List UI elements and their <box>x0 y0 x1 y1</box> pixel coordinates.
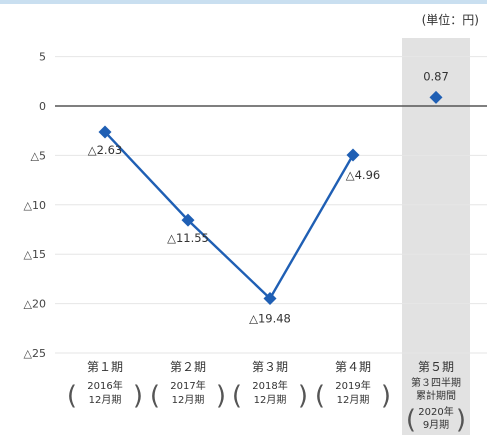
y-tick-label: △10 <box>24 199 46 212</box>
y-tick-label: △20 <box>24 298 46 311</box>
category-sub-label: 2020年 <box>418 405 453 418</box>
data-label: △4.96 <box>346 168 380 182</box>
category-sub-label: 2019年 <box>335 379 370 392</box>
bracket-left: ( <box>232 381 242 411</box>
category-label: 第５期 <box>418 360 454 374</box>
data-point-marker <box>429 90 443 104</box>
y-tick-label: 5 <box>39 51 46 64</box>
highlight-band <box>402 38 470 435</box>
y-tick-label: △25 <box>24 347 46 360</box>
category-sub-label: 12月期 <box>89 394 122 406</box>
category-sub-label: 2017年 <box>170 379 205 392</box>
category-label: 第１期 <box>87 360 123 374</box>
y-tick-label: △5 <box>31 149 46 162</box>
bracket-right: ) <box>216 381 226 411</box>
bracket-left: ( <box>67 381 77 411</box>
data-point-marker <box>263 291 277 305</box>
y-tick-label: △15 <box>24 248 46 261</box>
top-border <box>0 0 487 4</box>
data-label: △11.55 <box>167 231 209 245</box>
category-sub-label: 累計期間 <box>416 389 456 402</box>
unit-label: (単位：円) <box>421 13 479 27</box>
bracket-right: ) <box>133 381 143 411</box>
bracket-left: ( <box>150 381 160 411</box>
category-sub-label: 2018年 <box>252 379 287 392</box>
category-sub-label: 12月期 <box>172 394 205 406</box>
data-label: △2.63 <box>88 143 122 157</box>
data-label: △19.48 <box>249 311 291 325</box>
bracket-right: ) <box>298 381 308 411</box>
data-point-marker <box>181 213 195 227</box>
category-sub-label: 9月期 <box>423 419 449 431</box>
bracket-right: ) <box>456 405 466 435</box>
data-point-marker <box>346 148 360 162</box>
category-sub-label: 12月期 <box>337 394 370 406</box>
category-label: 第４期 <box>335 360 371 374</box>
category-sub-label: 12月期 <box>254 394 287 406</box>
data-point-marker <box>98 125 112 139</box>
bracket-right: ) <box>381 381 391 411</box>
bracket-left: ( <box>315 381 325 411</box>
data-label: 0.87 <box>423 69 449 83</box>
category-sub-label: 2016年 <box>87 379 122 392</box>
y-tick-label: 0 <box>39 100 46 113</box>
series-line <box>104 131 355 301</box>
bracket-left: ( <box>406 405 416 435</box>
category-label: 第３期 <box>252 360 288 374</box>
category-label: 第２期 <box>170 360 206 374</box>
category-sub-label: 第３四半期 <box>411 376 461 389</box>
